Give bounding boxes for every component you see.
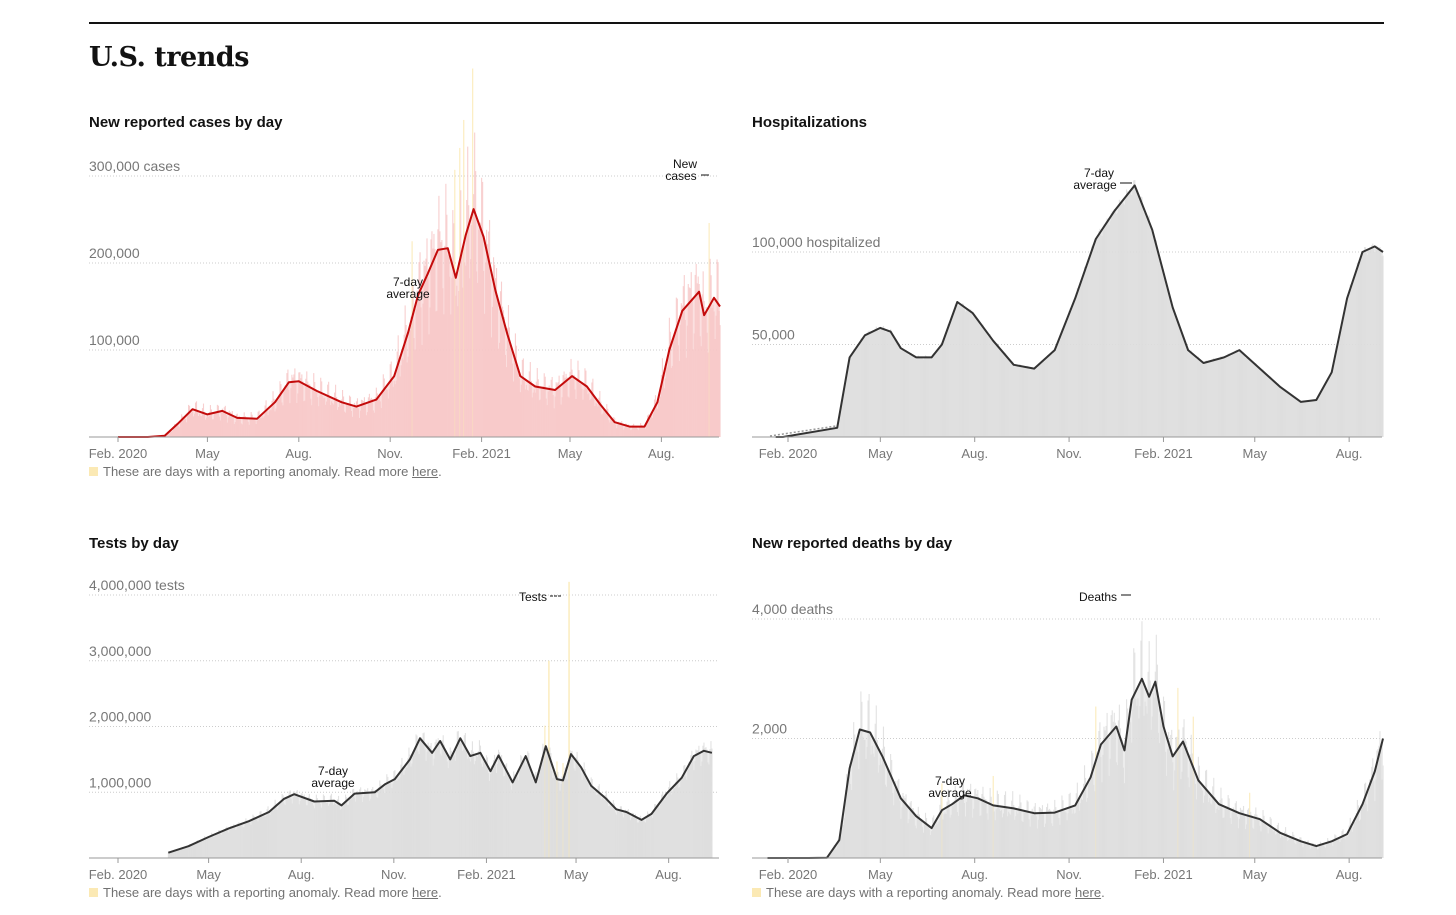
x-tick-label: Nov. xyxy=(377,446,403,461)
anomaly-swatch xyxy=(752,888,761,897)
tests-anomaly-note: These are days with a reporting anomaly.… xyxy=(89,885,442,900)
avg-annotation: average xyxy=(311,776,355,790)
average-area xyxy=(767,679,1383,858)
x-tick-label: Feb. 2020 xyxy=(759,446,818,461)
x-tick-label: Aug. xyxy=(648,446,675,461)
deaths-anomaly-note: These are days with a reporting anomaly.… xyxy=(752,885,1105,900)
x-tick-label: Feb. 2021 xyxy=(1134,446,1193,461)
anomaly-read-more-link[interactable]: here xyxy=(1075,885,1101,900)
x-tick-label: Aug. xyxy=(961,867,988,882)
y-tick-label: 3,000,000 xyxy=(89,643,151,659)
x-tick-label: Nov. xyxy=(1056,446,1082,461)
y-tick-label: 300,000 cases xyxy=(89,158,180,174)
x-tick-label: Nov. xyxy=(381,867,407,882)
x-tick-label: Feb. 2020 xyxy=(759,867,818,882)
bar-annotation: Tests xyxy=(519,590,547,604)
x-tick-label: Feb. 2020 xyxy=(89,446,148,461)
x-tick-label: May xyxy=(1242,446,1267,461)
x-tick-label: May xyxy=(558,446,583,461)
cases-anomaly-note: These are days with a reporting anomaly.… xyxy=(89,464,442,479)
x-tick-label: Feb. 2021 xyxy=(1134,867,1193,882)
y-tick-label: 4,000 deaths xyxy=(752,601,833,617)
x-tick-label: May xyxy=(196,867,221,882)
anomaly-swatch xyxy=(89,467,98,476)
x-tick-label: Aug. xyxy=(285,446,312,461)
x-tick-label: May xyxy=(195,446,220,461)
section-title: U.S. trends xyxy=(89,42,249,73)
anomaly-note-end: . xyxy=(438,885,442,900)
x-tick-label: May xyxy=(868,867,893,882)
x-tick-label: Aug. xyxy=(1336,446,1363,461)
anomaly-note-end: . xyxy=(438,464,442,479)
x-tick-label: May xyxy=(868,446,893,461)
bar-annotation: cases xyxy=(665,169,696,183)
y-tick-label: 2,000 xyxy=(752,721,787,737)
anomaly-note-text: These are days with a reporting anomaly.… xyxy=(103,885,412,900)
x-tick-label: Feb. 2021 xyxy=(457,867,516,882)
y-tick-label: 200,000 xyxy=(89,245,140,261)
average-area xyxy=(118,209,720,437)
average-area xyxy=(168,738,712,858)
anomaly-swatch xyxy=(89,888,98,897)
deaths-chart: 4,000 deaths 2,000 Feb. 2020 May Aug. Nov. Feb… xyxy=(752,535,1392,885)
x-tick-label: Nov. xyxy=(1056,867,1082,882)
cases-chart: 300,000 cases 200,000 100,000 Feb. 2020 May A… xyxy=(89,114,729,464)
x-tick-label: Aug. xyxy=(1336,867,1363,882)
bar-annotation: Deaths xyxy=(1079,590,1117,604)
y-tick-label: 4,000,000 tests xyxy=(89,577,185,593)
y-tick-label: 50,000 xyxy=(752,327,795,343)
anomaly-note-end: . xyxy=(1101,885,1105,900)
anomaly-read-more-link[interactable]: here xyxy=(412,464,438,479)
top-rule xyxy=(89,22,1384,24)
hosp-chart: 100,000 hospitalized 50,000 Feb. 2020 May Au… xyxy=(752,114,1392,464)
anomaly-read-more-link[interactable]: here xyxy=(412,885,438,900)
x-tick-label: May xyxy=(1242,867,1267,882)
anomaly-note-text: These are days with a reporting anomaly.… xyxy=(103,464,412,479)
y-tick-label: 2,000,000 xyxy=(89,709,151,725)
x-tick-label: May xyxy=(564,867,589,882)
x-tick-label: Aug. xyxy=(288,867,315,882)
x-tick-label: Aug. xyxy=(961,446,988,461)
x-tick-label: Feb. 2021 xyxy=(452,446,511,461)
anomaly-note-text: These are days with a reporting anomaly.… xyxy=(766,885,1075,900)
x-tick-label: Aug. xyxy=(655,867,682,882)
avg-annotation: average xyxy=(1073,178,1117,192)
average-area xyxy=(776,185,1383,437)
y-tick-label: 100,000 xyxy=(89,332,140,348)
y-tick-label: 1,000,000 xyxy=(89,774,151,790)
tests-chart: 4,000,000 tests 3,000,000 2,000,000 1,000,0… xyxy=(89,535,729,885)
y-tick-label: 100,000 hospitalized xyxy=(752,234,880,250)
avg-annotation: average xyxy=(386,287,430,301)
avg-annotation: average xyxy=(928,786,972,800)
x-tick-label: Feb. 2020 xyxy=(89,867,148,882)
